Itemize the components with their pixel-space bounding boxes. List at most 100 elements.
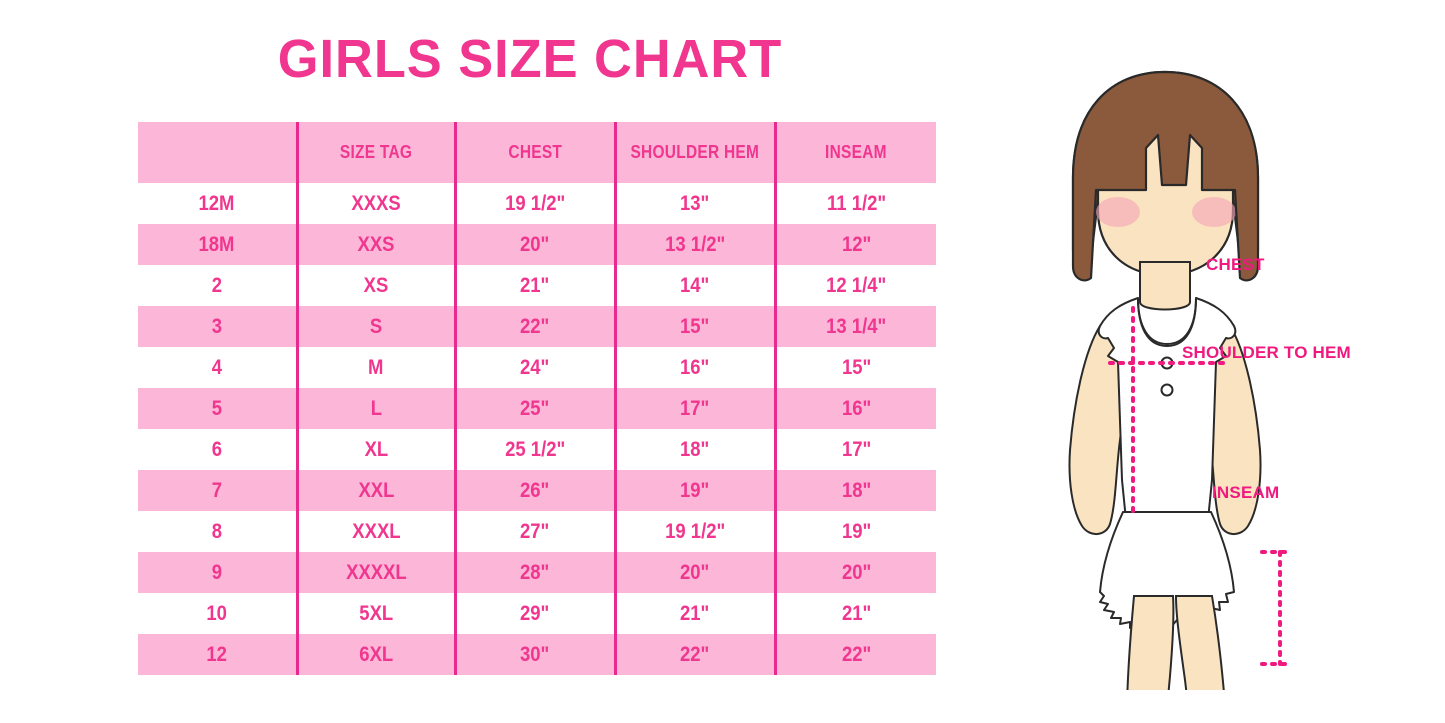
column-header-size [138, 122, 299, 183]
cell-size: 12M [138, 183, 299, 224]
cell-size: 9 [138, 552, 299, 593]
cell-size-tag: L [297, 388, 457, 429]
cell-chest-text: 30" [520, 642, 550, 666]
cell-inseam: 16" [775, 388, 936, 429]
cell-size-text: 12 [206, 642, 228, 666]
cell-shoulder-hem: 21" [615, 593, 777, 634]
cell-shoulder-hem: 13" [615, 183, 777, 224]
column-header-size-tag: SIZE TAG [297, 122, 457, 183]
cell-inseam: 22" [775, 634, 936, 675]
cell-inseam-text: 18" [841, 478, 871, 502]
cell-chest: 21" [455, 265, 617, 306]
cell-size-tag-text: XL [364, 437, 388, 461]
table-row: 2 XS 21" 14" 12 1/4" [138, 265, 936, 306]
cell-size-tag: XXXXL [297, 552, 457, 593]
cell-inseam-text: 17" [841, 437, 871, 461]
cell-size: 5 [138, 388, 299, 429]
cell-shoulder-hem: 22" [615, 634, 777, 675]
cell-size: 3 [138, 306, 299, 347]
cell-shoulder-hem-text: 13" [680, 191, 710, 215]
cell-inseam: 13 1/4" [775, 306, 936, 347]
cell-chest-text: 21" [520, 273, 550, 297]
cell-chest: 30" [455, 634, 617, 675]
cell-chest-text: 19 1/2" [504, 191, 566, 215]
inseam-measurement-label: INSEAM [1212, 483, 1280, 502]
cell-inseam-text: 11 1/2" [826, 191, 886, 215]
cell-size: 8 [138, 511, 299, 552]
leg-right-icon [1174, 595, 1225, 690]
cell-size-tag-text: XXXS [351, 191, 401, 215]
chest-measurement-label: CHEST [1206, 255, 1265, 274]
shoulder-to-hem-measurement-label: SHOULDER TO HEM [1182, 343, 1351, 362]
cell-chest: 25" [455, 388, 617, 429]
table-row: 3 S 22" 15" 13 1/4" [138, 306, 936, 347]
cell-inseam-text: 20" [841, 560, 871, 584]
cell-size: 2 [138, 265, 299, 306]
cell-size-tag-text: 6XL [359, 642, 393, 666]
table-row: 4 M 24" 16" 15" [138, 347, 936, 388]
table-row: 10 5XL 29" 21" 21" [138, 593, 936, 634]
cell-size-tag: S [297, 306, 457, 347]
cell-shoulder-hem: 18" [615, 429, 777, 470]
cell-inseam-text: 12" [841, 232, 871, 256]
size-chart-table: SIZE TAG CHEST SHOULDER HEM INSEAM 12M XX… [138, 122, 936, 675]
cell-inseam-text: 22" [841, 642, 871, 666]
blouse-neckline-icon [1137, 297, 1197, 348]
cell-size-tag-text: XXS [357, 232, 395, 256]
button-bottom-icon [1160, 383, 1174, 397]
blouse-icon [1097, 297, 1237, 521]
cell-chest-text: 26" [520, 478, 550, 502]
cell-inseam: 12" [775, 224, 936, 265]
cell-shoulder-hem: 19" [615, 470, 777, 511]
cell-chest: 26" [455, 470, 617, 511]
cell-size-text: 9 [211, 560, 222, 584]
cell-size-tag-text: XXXXL [345, 560, 407, 584]
cell-size-tag: XXXL [297, 511, 457, 552]
cell-inseam: 15" [775, 347, 936, 388]
cell-inseam-text: 21" [841, 601, 871, 625]
cell-chest: 27" [455, 511, 617, 552]
cell-shoulder-hem: 17" [615, 388, 777, 429]
cell-size-text: 7 [211, 478, 222, 502]
cell-size: 18M [138, 224, 299, 265]
cell-size: 10 [138, 593, 299, 634]
cell-size-text: 3 [211, 314, 222, 338]
cell-size-tag: 5XL [297, 593, 457, 634]
cell-chest: 24" [455, 347, 617, 388]
hair-fringe-icon [1071, 70, 1260, 282]
cell-inseam-text: 12 1/4" [826, 273, 887, 297]
column-header-inseam: INSEAM [775, 122, 936, 183]
cell-size-tag: 6XL [297, 634, 457, 675]
cell-size-text: 5 [211, 396, 222, 420]
cell-shoulder-hem-text: 14" [680, 273, 710, 297]
cell-size-tag-text: S [369, 314, 383, 338]
girl-figure-svg [1068, 70, 1288, 690]
cell-size: 12 [138, 634, 299, 675]
cell-shoulder-hem: 20" [615, 552, 777, 593]
cell-inseam-text: 16" [841, 396, 871, 420]
cell-size-text: 4 [211, 355, 222, 379]
table-row: 5 L 25" 17" 16" [138, 388, 936, 429]
cell-size-text: 12M [198, 191, 235, 215]
table-body: 12M XXXS 19 1/2" 13" 11 1/2" 18M XXS 20" 13 1/2"… [138, 183, 936, 675]
cell-size-tag: XXXS [297, 183, 457, 224]
cell-shoulder-hem-text: 18" [680, 437, 710, 461]
leg-left-icon [1126, 595, 1175, 690]
cell-size: 4 [138, 347, 299, 388]
cell-chest-text: 27" [520, 519, 550, 543]
cheek-left-icon [1096, 197, 1140, 227]
cell-chest: 29" [455, 593, 617, 634]
column-header-chest: CHEST [455, 122, 617, 183]
cell-chest: 19 1/2" [455, 183, 617, 224]
cell-size-tag-text: XXXL [351, 519, 401, 543]
cell-inseam: 20" [775, 552, 936, 593]
cell-shoulder-hem-text: 16" [680, 355, 710, 379]
cell-size-tag: M [297, 347, 457, 388]
page-title: GIRLS SIZE CHART [277, 29, 783, 89]
cell-chest: 25 1/2" [455, 429, 617, 470]
cell-inseam: 19" [775, 511, 936, 552]
column-header-shoulder-hem: SHOULDER HEM [615, 122, 777, 183]
cell-chest-text: 28" [520, 560, 550, 584]
cell-size-tag: XL [297, 429, 457, 470]
cell-shoulder-hem-text: 19 1/2" [664, 519, 726, 543]
